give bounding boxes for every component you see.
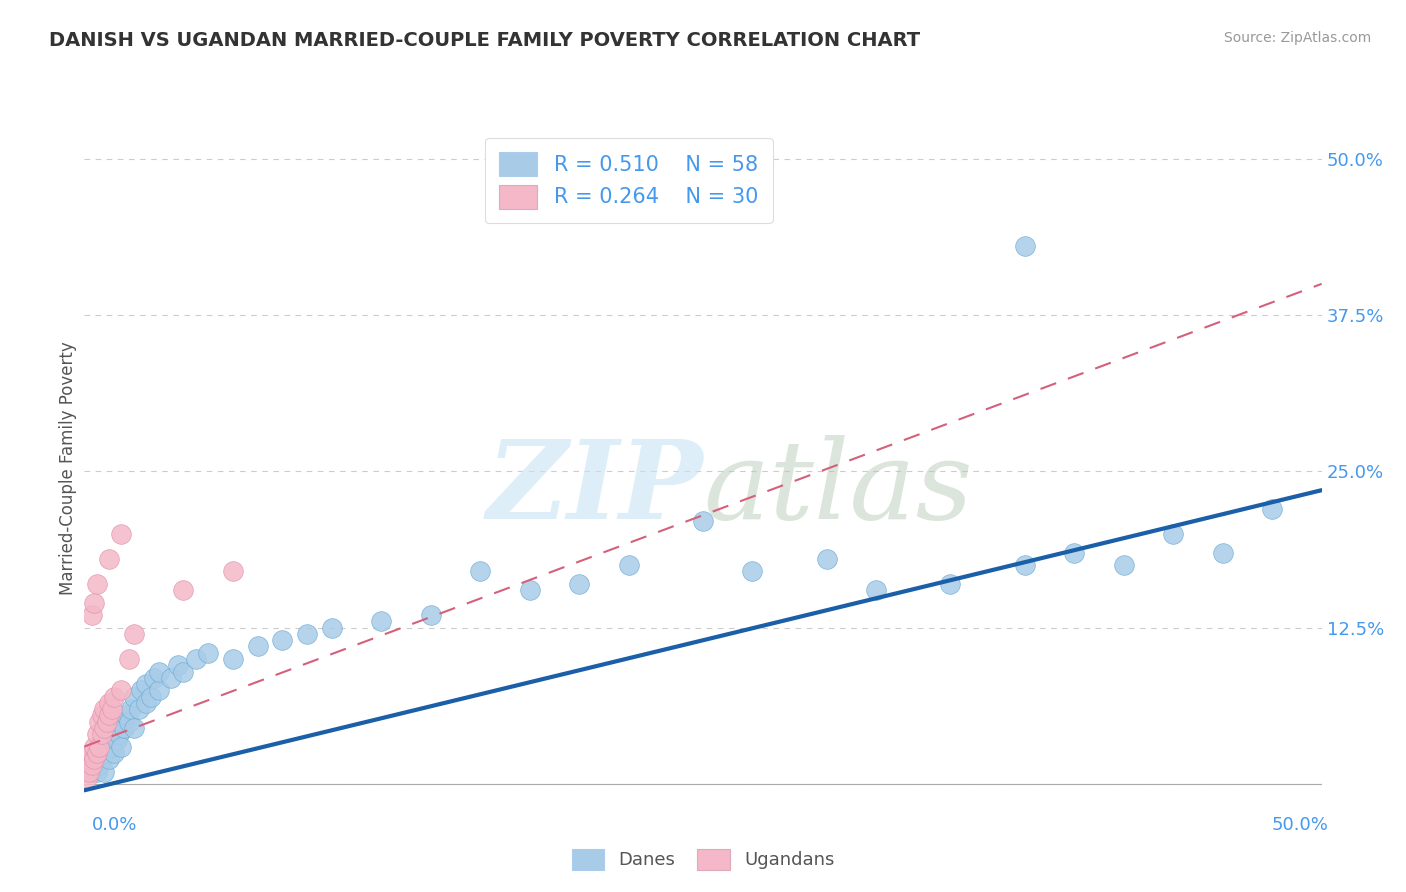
Point xyxy=(118,714,141,729)
Point xyxy=(122,627,145,641)
Point xyxy=(105,733,128,747)
Point xyxy=(90,752,112,766)
Point xyxy=(815,552,838,566)
Point xyxy=(112,721,135,735)
Point xyxy=(93,746,115,760)
Point xyxy=(80,764,103,779)
Point xyxy=(120,702,142,716)
Point xyxy=(167,658,190,673)
Point xyxy=(172,665,194,679)
Point xyxy=(1063,546,1085,560)
Point xyxy=(246,640,269,654)
Text: ZIP: ZIP xyxy=(486,434,703,542)
Text: Source: ZipAtlas.com: Source: ZipAtlas.com xyxy=(1223,31,1371,45)
Point xyxy=(617,558,640,573)
Point xyxy=(96,739,118,754)
Point xyxy=(1112,558,1135,573)
Point xyxy=(98,708,121,723)
Point xyxy=(939,577,962,591)
Point xyxy=(89,758,111,772)
Point xyxy=(103,746,125,760)
Y-axis label: Married-Couple Family Poverty: Married-Couple Family Poverty xyxy=(59,342,77,595)
Point xyxy=(135,677,157,691)
Point xyxy=(90,708,112,723)
Point xyxy=(110,714,132,729)
Point xyxy=(172,583,194,598)
Point xyxy=(141,690,163,704)
Point xyxy=(129,683,152,698)
Point xyxy=(89,739,111,754)
Point xyxy=(197,646,219,660)
Point xyxy=(110,527,132,541)
Point xyxy=(76,771,98,785)
Point xyxy=(93,721,115,735)
Point xyxy=(98,552,121,566)
Point xyxy=(93,764,115,779)
Text: 50.0%: 50.0% xyxy=(1272,816,1329,834)
Point xyxy=(83,739,105,754)
Point xyxy=(86,727,108,741)
Point xyxy=(142,671,165,685)
Point xyxy=(1014,239,1036,253)
Point xyxy=(83,752,105,766)
Point xyxy=(122,721,145,735)
Point xyxy=(80,758,103,772)
Text: DANISH VS UGANDAN MARRIED-COUPLE FAMILY POVERTY CORRELATION CHART: DANISH VS UGANDAN MARRIED-COUPLE FAMILY … xyxy=(49,31,921,50)
Point xyxy=(122,690,145,704)
Point xyxy=(83,596,105,610)
Point xyxy=(184,652,207,666)
Point xyxy=(222,652,245,666)
Point xyxy=(110,683,132,698)
Text: atlas: atlas xyxy=(703,434,973,542)
Point xyxy=(80,608,103,623)
Point xyxy=(100,739,122,754)
Point xyxy=(100,702,122,716)
Point xyxy=(321,621,343,635)
Point xyxy=(741,565,763,579)
Point xyxy=(79,764,101,779)
Point xyxy=(110,739,132,754)
Point xyxy=(419,608,441,623)
Point xyxy=(80,746,103,760)
Point xyxy=(89,714,111,729)
Point xyxy=(79,752,101,766)
Point xyxy=(470,565,492,579)
Point xyxy=(370,615,392,629)
Point xyxy=(271,633,294,648)
Point xyxy=(96,714,118,729)
Point xyxy=(692,515,714,529)
Point xyxy=(1261,502,1284,516)
Point xyxy=(90,727,112,741)
Point xyxy=(108,727,131,741)
Point xyxy=(83,752,105,766)
Point xyxy=(1212,546,1234,560)
Point xyxy=(568,577,591,591)
Point xyxy=(118,652,141,666)
Point xyxy=(98,727,121,741)
Point xyxy=(93,702,115,716)
Point xyxy=(98,752,121,766)
Point xyxy=(1014,558,1036,573)
Point xyxy=(148,665,170,679)
Point xyxy=(222,565,245,579)
Point xyxy=(86,764,108,779)
Point xyxy=(148,683,170,698)
Point xyxy=(86,577,108,591)
Point xyxy=(128,702,150,716)
Point xyxy=(135,696,157,710)
Point xyxy=(115,708,138,723)
Point xyxy=(160,671,183,685)
Text: 0.0%: 0.0% xyxy=(91,816,136,834)
Point xyxy=(86,746,108,760)
Legend: Danes, Ugandans: Danes, Ugandans xyxy=(561,838,845,880)
Point xyxy=(295,627,318,641)
Point xyxy=(519,583,541,598)
Point xyxy=(98,696,121,710)
Point xyxy=(103,690,125,704)
Point xyxy=(865,583,887,598)
Point xyxy=(1161,527,1184,541)
